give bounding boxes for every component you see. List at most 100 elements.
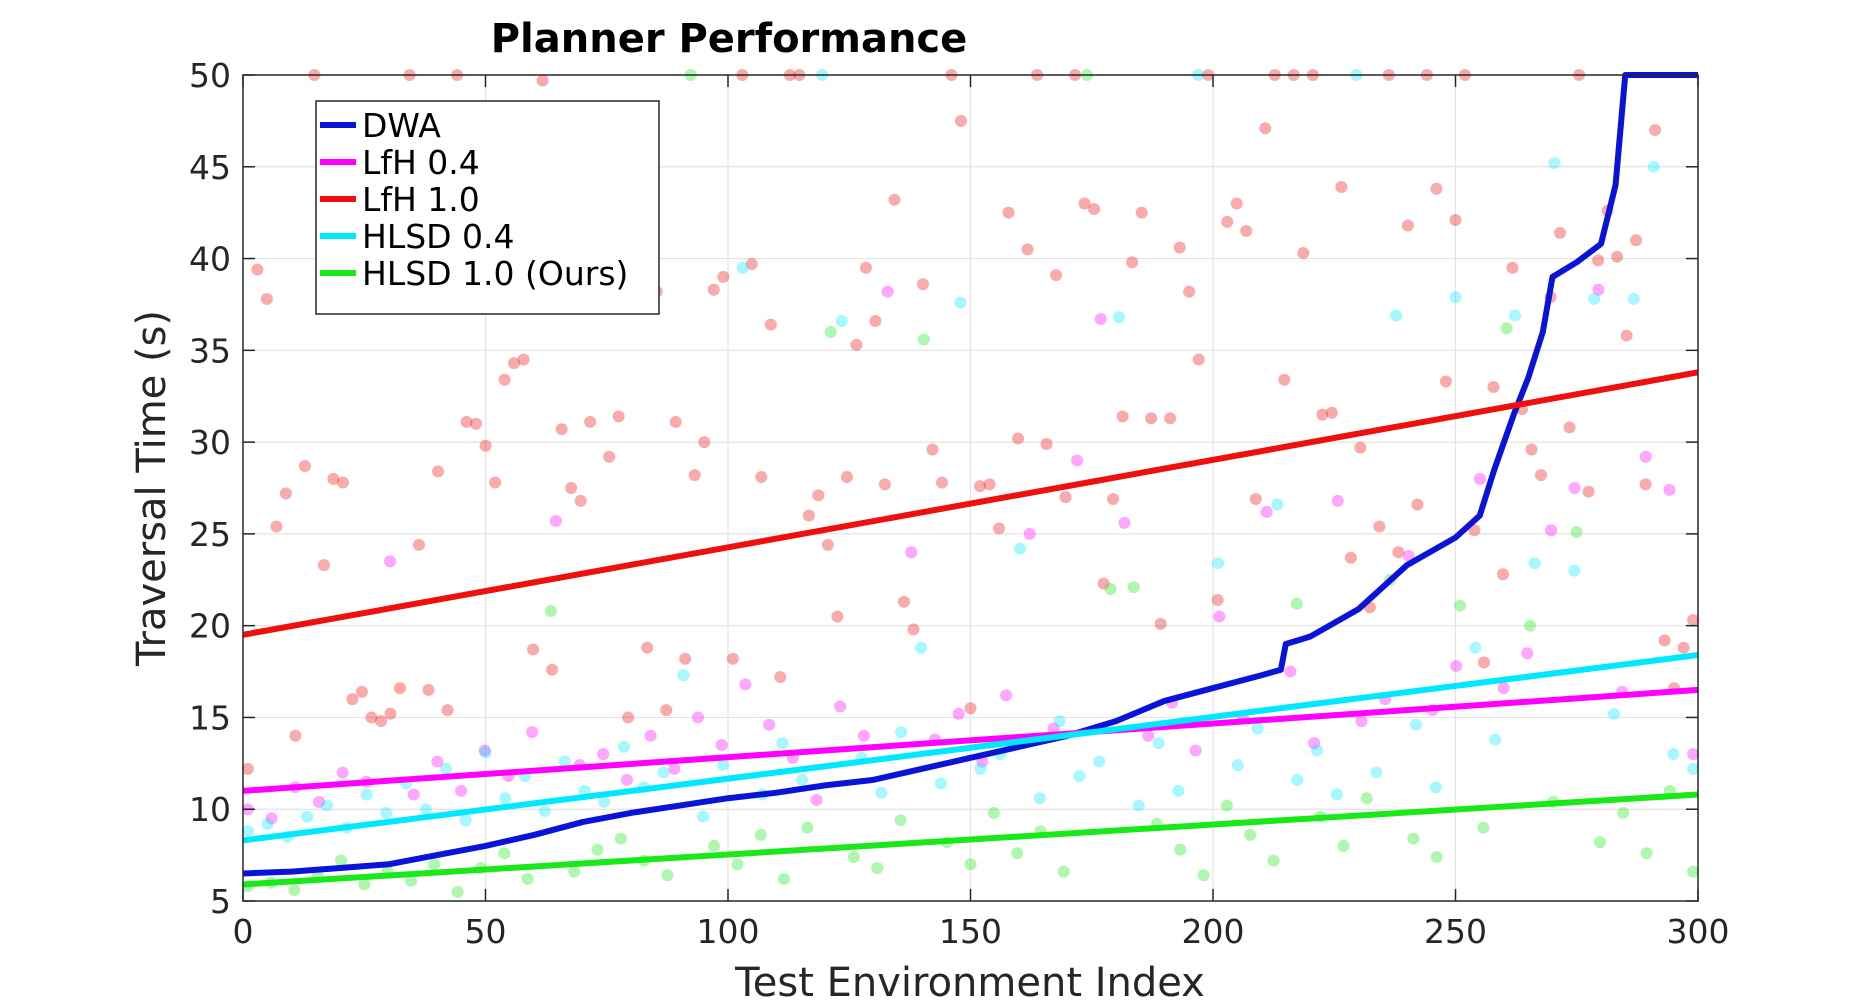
scatter-point (1173, 241, 1186, 254)
scatter-point (1331, 494, 1344, 507)
scatter-point (1118, 516, 1131, 529)
scatter-point (1563, 421, 1576, 434)
scatter-point (612, 410, 625, 423)
scatter-point (1013, 542, 1026, 555)
scatter-point (536, 74, 549, 87)
scatter-point (1078, 197, 1091, 210)
scatter-point (1639, 478, 1652, 491)
scatter-point (336, 476, 349, 489)
scatter-point (1570, 526, 1583, 539)
legend-box (315, 100, 660, 315)
series-lines (242, 72, 1699, 888)
scatter-point (1112, 311, 1125, 324)
scatter-point (1592, 283, 1605, 296)
scatter-point (916, 278, 929, 291)
scatter-point (241, 825, 254, 838)
y-tick-label: 25 (189, 515, 231, 554)
scatter-point (1189, 744, 1202, 757)
x-tick-label: 250 (1424, 912, 1487, 951)
scatter-point (360, 788, 373, 801)
scatter-point (1401, 219, 1414, 232)
scatter-point (270, 520, 283, 533)
y-tick-label: 20 (189, 607, 231, 646)
scatter-point (298, 459, 311, 472)
y-axis-label: Traversal Time (s) (129, 310, 175, 667)
scatter-point (1568, 564, 1581, 577)
scatter-point (1489, 733, 1502, 746)
scatter-point (1360, 792, 1373, 805)
scatter-point (1249, 493, 1262, 506)
scatter-point (1497, 682, 1510, 695)
x-axis-label: Test Environment Index (734, 960, 1205, 1001)
scatter-point (657, 766, 670, 779)
scatter-point (1607, 707, 1620, 720)
scatter-point (1071, 454, 1084, 467)
scatter-point (1230, 197, 1243, 210)
scatter-point (1308, 737, 1321, 750)
scatter-point (1617, 806, 1630, 819)
scatter-point (1142, 729, 1155, 742)
scatter-point (717, 270, 730, 283)
scatter-point (1687, 865, 1700, 878)
scatter-point (1411, 498, 1424, 511)
scatter-point (668, 762, 681, 775)
scatter-point (774, 671, 787, 684)
scatter-point (558, 755, 571, 768)
scatter-point (688, 469, 701, 482)
scatter-point (679, 652, 692, 665)
scatter-point (1454, 599, 1467, 612)
scatter-point (935, 476, 948, 489)
scatter-point (1508, 309, 1521, 322)
scatter-point (597, 748, 610, 761)
scatter-point (895, 726, 908, 739)
scatter-point (393, 682, 406, 695)
scatter-point (993, 522, 1006, 535)
scatter-point (479, 746, 492, 759)
x-tick-label: 200 (1182, 912, 1245, 951)
scatter-point (1172, 784, 1185, 797)
scatter-point (574, 494, 587, 507)
scatter-point (1011, 847, 1024, 860)
scatter-point (1040, 437, 1053, 450)
scatter-point (974, 480, 987, 493)
scatter-point (1267, 854, 1280, 867)
scatter-point (1023, 527, 1036, 540)
scatter-point (1473, 472, 1486, 485)
scatter-point (796, 773, 809, 786)
scatter-point (1582, 485, 1595, 498)
scatter-point (875, 786, 888, 799)
scatter-point (312, 795, 325, 808)
scatter-point (677, 669, 690, 682)
scatter-point (1284, 665, 1297, 678)
y-tick-label: 40 (189, 240, 231, 279)
scatter-point (521, 872, 534, 885)
scatter-point (835, 314, 848, 327)
y-tick-label: 35 (189, 331, 231, 370)
scatter-point (739, 678, 752, 691)
scatter-point (1429, 781, 1442, 794)
scatter-point (641, 641, 654, 654)
scatter-point (926, 443, 939, 456)
y-tick-label: 45 (189, 148, 231, 187)
scatter-point (1093, 755, 1106, 768)
scatter-point (441, 704, 454, 717)
scatter-point (546, 663, 559, 676)
scatter-point (1325, 406, 1338, 419)
scatter-point (1330, 788, 1343, 801)
scatter-point (526, 726, 539, 739)
scatter-point (857, 729, 870, 742)
y-tick-label: 10 (189, 790, 231, 829)
scatter-point (745, 258, 758, 271)
scatter-point (321, 799, 334, 812)
scatter-point (1658, 634, 1671, 647)
scatter-point (1059, 491, 1072, 504)
scatter-point (1145, 412, 1158, 425)
scatter-point (917, 333, 930, 346)
scatter-point (1649, 124, 1662, 137)
scatter-point (1592, 254, 1605, 267)
scatter-point (279, 487, 292, 500)
scatter-point (1197, 869, 1210, 882)
scatter-point (708, 839, 721, 852)
